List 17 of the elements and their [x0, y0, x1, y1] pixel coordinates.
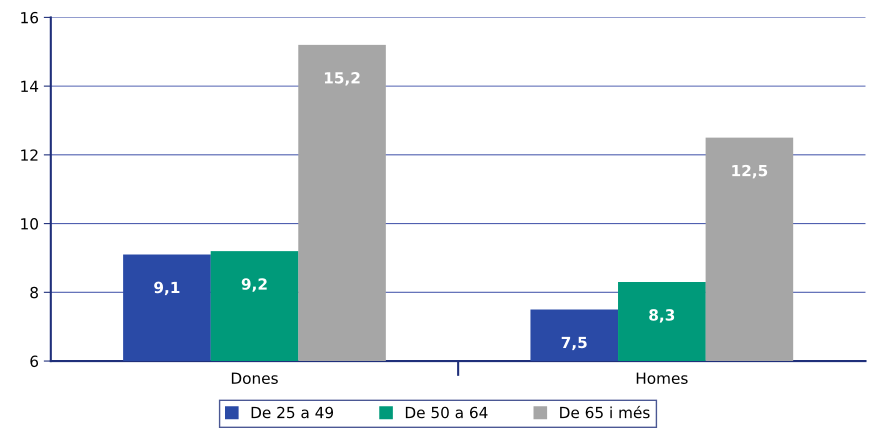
text: 12,5: [732, 164, 768, 178]
x-tick-label: Dones: [232, 372, 278, 384]
text: 7,5: [562, 336, 587, 350]
legend-label: De 65 i més: [560, 406, 650, 418]
text: 9,2: [242, 278, 267, 292]
legend-label: De 50 a 64: [406, 406, 488, 418]
text: 15,2: [324, 72, 360, 86]
y-tick-label: 16: [21, 12, 38, 24]
text: 8,3: [649, 309, 674, 323]
y-tick-label: 12: [21, 149, 38, 161]
x-tick-label: Homes: [636, 372, 688, 384]
legend-label: De 25 a 49: [252, 406, 334, 418]
y-tick-label: 14: [21, 80, 38, 92]
y-tick-label: 8: [30, 286, 38, 298]
y-tick-label: 10: [21, 218, 38, 230]
y-tick-label: 6: [30, 356, 38, 368]
text: 9,1: [154, 282, 180, 296]
